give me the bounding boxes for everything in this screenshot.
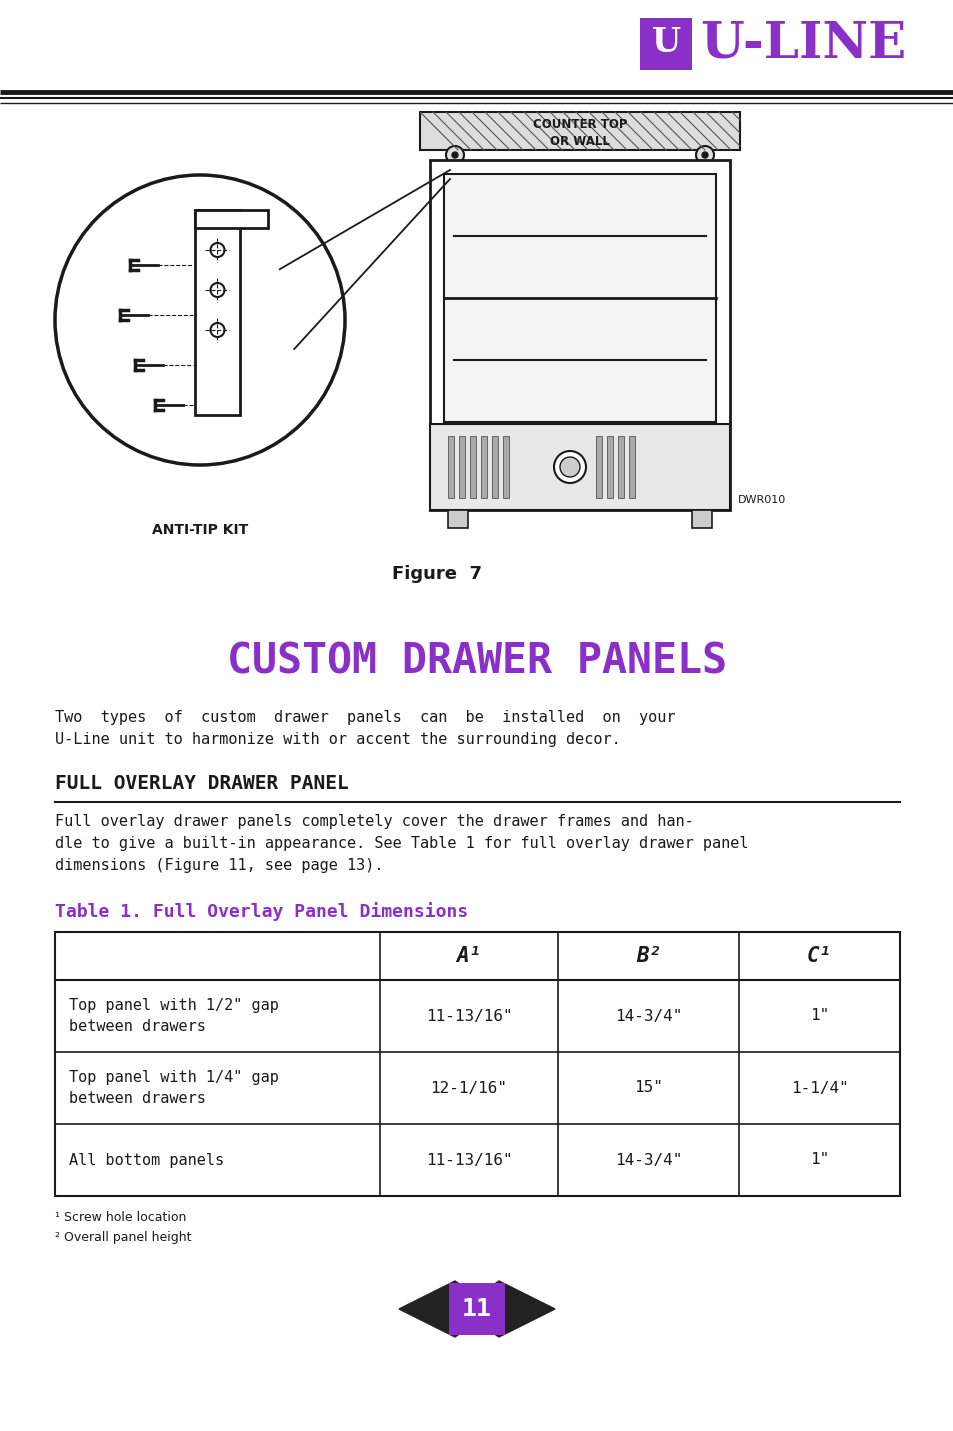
- Polygon shape: [456, 1281, 555, 1337]
- Circle shape: [211, 323, 224, 336]
- Text: U: U: [651, 26, 679, 59]
- FancyBboxPatch shape: [502, 436, 509, 498]
- FancyBboxPatch shape: [449, 1284, 504, 1335]
- Text: 12-1/16": 12-1/16": [430, 1080, 507, 1096]
- Text: 1": 1": [809, 1009, 828, 1023]
- FancyBboxPatch shape: [194, 210, 268, 228]
- Text: dimensions (Figure 11, see page 13).: dimensions (Figure 11, see page 13).: [55, 859, 383, 873]
- Text: Table 1. Full Overlay Panel Dimensions: Table 1. Full Overlay Panel Dimensions: [55, 902, 468, 922]
- FancyBboxPatch shape: [194, 210, 240, 415]
- Text: Figure  7: Figure 7: [392, 565, 481, 582]
- Text: 11-13/16": 11-13/16": [425, 1152, 512, 1168]
- Text: 11-13/16": 11-13/16": [425, 1009, 512, 1023]
- FancyBboxPatch shape: [419, 112, 740, 150]
- FancyBboxPatch shape: [606, 436, 613, 498]
- Text: C¹: C¹: [806, 946, 831, 966]
- Text: dle to give a built-in appearance. See Table 1 for full overlay drawer panel: dle to give a built-in appearance. See T…: [55, 836, 748, 851]
- Circle shape: [696, 146, 713, 165]
- Circle shape: [211, 283, 224, 298]
- Circle shape: [701, 152, 707, 157]
- FancyBboxPatch shape: [470, 436, 476, 498]
- FancyBboxPatch shape: [430, 424, 729, 509]
- Text: 1": 1": [809, 1152, 828, 1168]
- Text: CUSTOM DRAWER PANELS: CUSTOM DRAWER PANELS: [227, 640, 726, 683]
- Text: A¹: A¹: [456, 946, 481, 966]
- FancyBboxPatch shape: [492, 436, 497, 498]
- Text: COUNTER TOP
OR WALL: COUNTER TOP OR WALL: [532, 117, 626, 147]
- Circle shape: [559, 456, 579, 477]
- FancyBboxPatch shape: [639, 19, 691, 70]
- Text: 14-3/4": 14-3/4": [615, 1152, 681, 1168]
- Text: 1-1/4": 1-1/4": [790, 1080, 848, 1096]
- FancyBboxPatch shape: [448, 436, 454, 498]
- Text: 11: 11: [461, 1296, 492, 1321]
- FancyBboxPatch shape: [691, 509, 711, 528]
- Circle shape: [446, 146, 463, 165]
- Text: All bottom panels: All bottom panels: [69, 1152, 224, 1168]
- FancyBboxPatch shape: [55, 932, 899, 1196]
- FancyBboxPatch shape: [458, 436, 464, 498]
- FancyBboxPatch shape: [430, 160, 729, 509]
- Circle shape: [554, 451, 585, 484]
- Text: U-LINE: U-LINE: [700, 20, 905, 69]
- Circle shape: [55, 175, 345, 465]
- Text: ¹ Screw hole location: ¹ Screw hole location: [55, 1211, 186, 1224]
- Text: FULL OVERLAY DRAWER PANEL: FULL OVERLAY DRAWER PANEL: [55, 774, 349, 793]
- FancyBboxPatch shape: [618, 436, 623, 498]
- Text: ² Overall panel height: ² Overall panel height: [55, 1231, 192, 1244]
- Circle shape: [211, 243, 224, 258]
- FancyBboxPatch shape: [443, 175, 716, 422]
- Text: Full overlay drawer panels completely cover the drawer frames and han-: Full overlay drawer panels completely co…: [55, 814, 693, 829]
- Polygon shape: [398, 1281, 497, 1337]
- Text: 14-3/4": 14-3/4": [615, 1009, 681, 1023]
- FancyBboxPatch shape: [480, 436, 486, 498]
- Text: DWR010: DWR010: [738, 495, 785, 505]
- Text: Top panel with 1/2" gap
between drawers: Top panel with 1/2" gap between drawers: [69, 997, 278, 1035]
- Text: B²: B²: [636, 946, 660, 966]
- Text: U-Line unit to harmonize with or accent the surrounding decor.: U-Line unit to harmonize with or accent …: [55, 733, 620, 747]
- Text: 15": 15": [634, 1080, 662, 1096]
- Circle shape: [452, 152, 457, 157]
- Text: ANTI-TIP KIT: ANTI-TIP KIT: [152, 522, 248, 537]
- Text: Top panel with 1/4" gap
between drawers: Top panel with 1/4" gap between drawers: [69, 1070, 278, 1106]
- FancyBboxPatch shape: [448, 509, 468, 528]
- FancyBboxPatch shape: [596, 436, 601, 498]
- FancyBboxPatch shape: [628, 436, 635, 498]
- Text: Two  types  of  custom  drawer  panels  can  be  installed  on  your: Two types of custom drawer panels can be…: [55, 710, 675, 726]
